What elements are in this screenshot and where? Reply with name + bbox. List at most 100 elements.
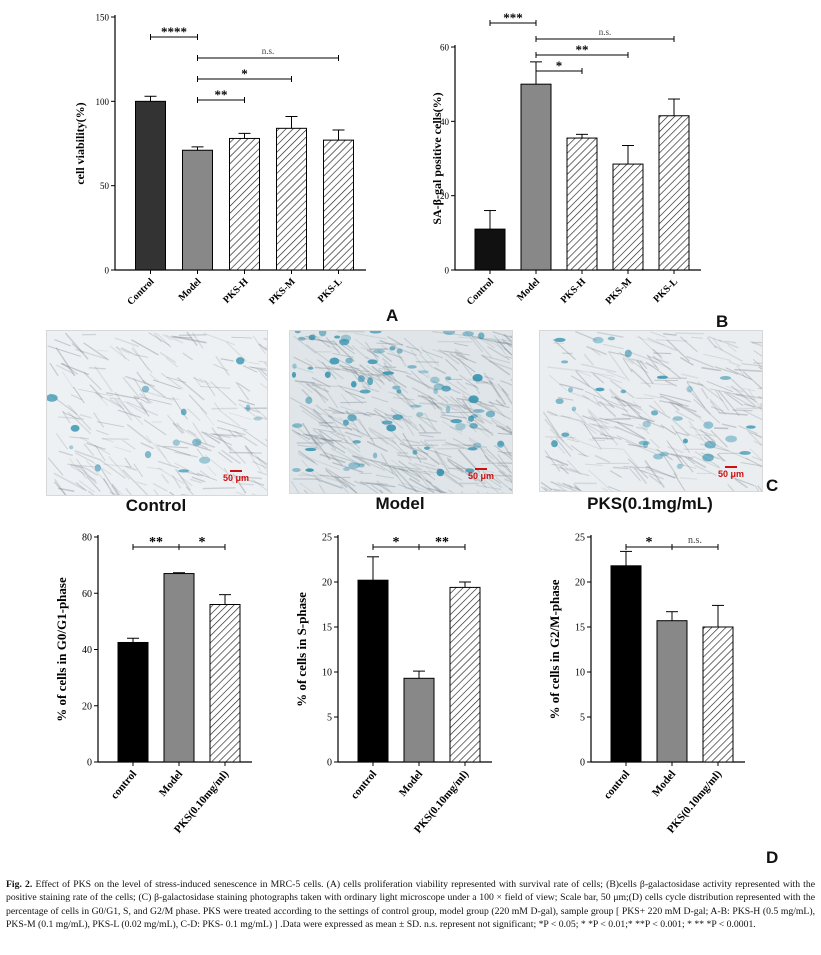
bar	[117, 641, 149, 763]
significance-label: *	[199, 535, 206, 550]
significance-label: *	[556, 58, 563, 73]
panel-letter-d: D	[766, 848, 779, 867]
panel-letter-b: B	[716, 312, 729, 331]
x-tick-label: Model	[397, 768, 425, 799]
bar	[702, 626, 734, 763]
bar	[656, 620, 688, 763]
significance-label: **	[576, 42, 589, 57]
significance-label: ****	[161, 24, 187, 39]
micrograph-label-pks: PKS(0.1mg/mL)	[587, 494, 713, 513]
panel-letter-c: C	[766, 476, 779, 495]
x-tick-label: control	[109, 768, 140, 801]
x-tick-label: PKS-M	[604, 276, 635, 307]
chart-d2: 0 5 10 15 20 25 % of cells in S-phase control Mo…	[294, 533, 492, 836]
figure-caption: Fig. 2. Effect of PKS on the level of st…	[6, 878, 815, 932]
bar	[182, 149, 213, 271]
y-tick-label: 10	[322, 668, 332, 679]
figure-caption-label: Fig. 2.	[6, 879, 33, 890]
y-tick-label: 150	[96, 13, 110, 23]
scale-bar-label: 50 μm	[717, 469, 744, 479]
significance-label: *	[241, 66, 248, 81]
y-tick-label: 10	[575, 668, 585, 679]
significance-label: **	[215, 87, 228, 102]
y-axis-label: % of cells in S-phase	[294, 592, 309, 707]
y-tick-label: 25	[575, 533, 585, 544]
x-tick-label: PKS-L	[652, 276, 681, 305]
significance-label: *	[393, 535, 400, 550]
significance-label: n.s.	[262, 46, 275, 56]
bar	[323, 139, 354, 271]
scale-bar: 50 μm	[468, 468, 494, 481]
micrograph-label-model: Model	[375, 494, 425, 513]
y-tick-label: 80	[82, 533, 92, 544]
bar	[229, 137, 260, 271]
x-tick-label: Control	[125, 276, 156, 307]
y-tick-label: 40	[440, 117, 450, 127]
y-tick-label: 5	[327, 713, 332, 724]
y-tick-label: 0	[327, 758, 332, 769]
significance-label: *	[646, 535, 653, 550]
bar	[520, 83, 552, 271]
micrograph-pks-image	[540, 331, 762, 491]
bar	[276, 127, 307, 271]
y-tick-label: 20	[440, 191, 450, 201]
scale-bar: 50 μm	[718, 466, 744, 479]
y-tick-label: 5	[580, 713, 585, 724]
bar	[658, 115, 690, 271]
micrograph-control: 50 μm	[46, 330, 268, 496]
bar	[135, 100, 166, 271]
micrograph-model-image	[290, 331, 512, 493]
figure-caption-text: Effect of PKS on the level of stress-ind…	[6, 879, 816, 931]
bar	[474, 228, 506, 271]
y-tick-label: 20	[575, 578, 585, 589]
x-tick-label: Model	[650, 768, 678, 799]
micrograph-control-image	[47, 331, 267, 495]
chart-d3: 0 5 10 15 20 25 % of cells in G2/M-phase contro…	[547, 533, 745, 836]
bar	[209, 604, 241, 763]
x-tick-label: PKS-M	[267, 276, 298, 307]
scale-bar-label: 50 μm	[222, 473, 249, 483]
bar	[449, 586, 481, 763]
x-tick-label: control	[602, 768, 633, 801]
y-tick-label: 60	[82, 589, 92, 600]
micrograph-label-control: Control	[125, 496, 187, 515]
x-tick-label: Control	[465, 276, 496, 307]
significance-label: n.s.	[599, 27, 612, 37]
y-axis-label: % of cells in G0/G1-phase	[54, 577, 69, 722]
y-tick-label: 40	[82, 645, 92, 656]
bar	[357, 579, 389, 763]
x-tick-label: Model	[157, 768, 185, 799]
y-tick-label: 0	[87, 758, 92, 769]
y-tick-label: 50	[100, 181, 110, 191]
y-tick-label: 20	[82, 701, 92, 712]
y-axis-label: % of cells in G2/M-phase	[547, 579, 562, 719]
y-tick-label: 0	[580, 758, 585, 769]
bar	[163, 573, 195, 763]
y-tick-label: 0	[445, 266, 450, 276]
significance-label: **	[149, 535, 163, 550]
chart-d1: 0 20 40 60 80 % of cells in G0/G1-phase contro…	[54, 533, 252, 836]
x-tick-label: Model	[515, 276, 542, 303]
significance-label: ***	[503, 10, 523, 25]
bar	[403, 677, 435, 763]
panel-letter-a: A	[386, 306, 399, 325]
bar	[612, 163, 644, 271]
micrograph-model: 50 μm	[289, 330, 513, 494]
y-tick-label: 100	[96, 97, 110, 107]
x-tick-label: PKS-L	[316, 276, 345, 305]
scale-bar-label: 50 μm	[467, 471, 494, 481]
significance-label: **	[435, 535, 449, 550]
y-tick-label: 15	[575, 623, 585, 634]
y-tick-label: 15	[322, 623, 332, 634]
x-tick-label: PKS-H	[559, 276, 589, 306]
y-tick-label: 25	[322, 533, 332, 544]
chart-b: 0 20 40 60 SA-β-gal positive cells(%) Control…	[430, 10, 701, 308]
y-axis-label: cell viability(%)	[73, 102, 87, 184]
x-tick-label: Model	[177, 276, 204, 303]
x-tick-label: PKS-H	[221, 276, 251, 306]
y-tick-label: 60	[440, 43, 450, 53]
y-axis-label: SA-β-gal positive cells(%)	[430, 92, 444, 224]
bar	[566, 137, 598, 271]
y-tick-label: 20	[322, 578, 332, 589]
micrograph-pks: 50 μm	[539, 330, 763, 492]
